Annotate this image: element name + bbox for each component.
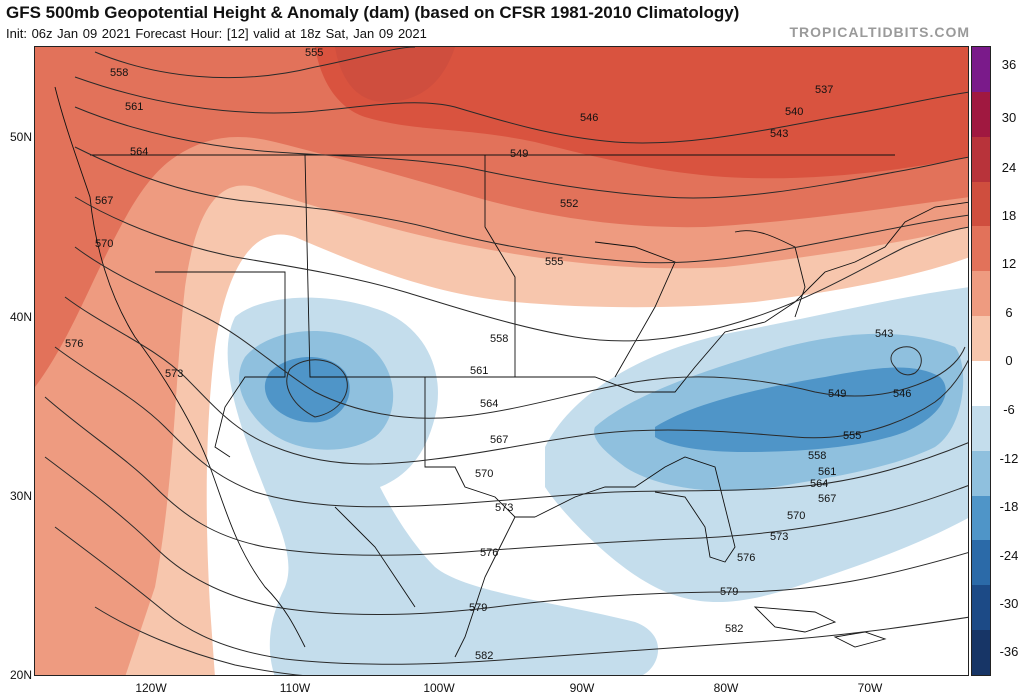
- lat-label-50n: 50N: [9, 130, 32, 144]
- contour-label-567: 567: [490, 434, 508, 446]
- contour-label-570-west: 570: [95, 238, 113, 250]
- colorbar-segment: [972, 450, 990, 497]
- lon-label-110w: 110W: [279, 681, 311, 695]
- map-canvas: 537 540 543 546 549 552 555 558 561 564 …: [35, 47, 968, 675]
- contour-label-567-west: 567: [95, 195, 113, 207]
- colorbar-segment: [972, 495, 990, 542]
- contour-label-552: 552: [560, 198, 578, 210]
- contour-label-573: 573: [495, 502, 513, 514]
- colorbar-segment: [972, 226, 990, 273]
- contour-label-573-west: 573: [165, 368, 183, 380]
- contour-label-564: 564: [480, 398, 498, 410]
- lon-label-80w: 80W: [713, 681, 739, 695]
- contour-label-561: 561: [470, 365, 488, 377]
- colorbar-label-6: 6: [1005, 305, 1013, 320]
- colorbar-segment: [972, 405, 990, 452]
- colorbar-label-neg18: -18: [999, 499, 1019, 514]
- contour-label-561-west: 561: [125, 101, 143, 113]
- contour-label-540: 540: [785, 106, 803, 118]
- colorbar-segment: [972, 585, 990, 632]
- contour-label-543: 543: [770, 128, 788, 140]
- contour-label-570: 570: [475, 468, 493, 480]
- lon-label-100w: 100W: [423, 681, 455, 695]
- lon-label-120w: 120W: [135, 681, 167, 695]
- contour-label-558: 558: [490, 333, 508, 345]
- contour-label-561-east: 561: [818, 466, 836, 478]
- contour-label-549-east: 549: [828, 388, 846, 400]
- contour-label-549: 549: [510, 148, 528, 160]
- contour-label-543-east: 543: [875, 328, 893, 340]
- colorbar-label-30: 30: [1001, 110, 1017, 125]
- colorbar-label-36: 36: [1001, 57, 1017, 72]
- contour-labels: 537 540 543 546 549 552 555 558 561 564 …: [65, 47, 911, 662]
- lat-label-40n: 40N: [9, 310, 32, 324]
- colorbar-label-24: 24: [1001, 160, 1017, 175]
- contour-label-558-west: 558: [110, 67, 128, 79]
- colorbar-label-neg30: -30: [999, 596, 1019, 611]
- contour-label-579: 579: [469, 602, 487, 614]
- site-credit: TROPICALTIDBITS.COM: [789, 24, 970, 40]
- contour-label-576-east: 576: [737, 552, 755, 564]
- lon-label-70w: 70W: [857, 681, 883, 695]
- colorbar-segment: [972, 91, 990, 138]
- contour-label-555-north: 555: [305, 47, 323, 59]
- contour-label-564-east: 564: [810, 478, 828, 490]
- geographic-boundaries: [54, 86, 968, 658]
- height-contours: [44, 47, 968, 675]
- colorbar-segment: [972, 271, 990, 318]
- contour-label-579-east: 579: [720, 586, 738, 598]
- positive-anomaly-strong: [315, 47, 968, 179]
- contour-label-570-east: 570: [787, 510, 805, 522]
- contour-label-555-east: 555: [843, 430, 861, 442]
- colorbar-label-neg36: -36: [999, 644, 1019, 659]
- contour-label-537: 537: [815, 84, 833, 96]
- contour-label-582-east: 582: [725, 623, 743, 635]
- anomaly-colorbar: [971, 46, 991, 676]
- colorbar-segment: [972, 181, 990, 228]
- colorbar-label-neg6: -6: [1003, 402, 1015, 417]
- contour-label-555: 555: [545, 256, 563, 268]
- colorbar-segment: [972, 47, 990, 93]
- map-subtitle: Init: 06z Jan 09 2021 Forecast Hour: [12…: [6, 26, 427, 41]
- contour-label-573-east: 573: [770, 531, 788, 543]
- negative-anomaly-southwest-core: [264, 357, 350, 423]
- lat-label-30n: 30N: [9, 489, 32, 503]
- contour-label-558-east: 558: [808, 450, 826, 462]
- contour-label-546: 546: [580, 112, 598, 124]
- contour-label-576-west: 576: [65, 338, 83, 350]
- colorbar-label-0: 0: [1005, 353, 1013, 368]
- colorbar-segment: [972, 361, 990, 407]
- colorbar-segment: [972, 630, 990, 675]
- contour-label-582: 582: [475, 650, 493, 662]
- colorbar-segment: [972, 540, 990, 587]
- colorbar-label-18: 18: [1001, 208, 1017, 223]
- contour-label-546-east: 546: [893, 388, 911, 400]
- negative-anomaly-southeast-core: [655, 367, 946, 452]
- contour-label-567-east: 567: [818, 493, 836, 505]
- lon-label-90w: 90W: [569, 681, 595, 695]
- lat-label-20n: 20N: [9, 668, 32, 682]
- colorbar-label-neg24: -24: [999, 548, 1019, 563]
- contour-label-576: 576: [480, 547, 498, 559]
- anomaly-map: 537 540 543 546 549 552 555 558 561 564 …: [34, 46, 969, 676]
- colorbar-segment: [972, 136, 990, 183]
- colorbar-label-neg12: -12: [999, 451, 1019, 466]
- colorbar-segment: [972, 316, 990, 362]
- positive-anomaly-core: [335, 47, 455, 102]
- contour-label-564-west: 564: [130, 146, 148, 158]
- colorbar-label-12: 12: [1001, 256, 1017, 271]
- map-title: GFS 500mb Geopotential Height & Anomaly …: [6, 3, 740, 22]
